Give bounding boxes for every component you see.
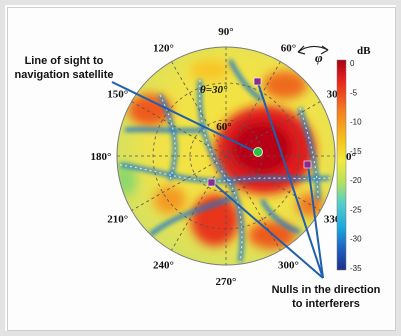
nulls-annotation: Nulls in the direction to interferers bbox=[272, 284, 381, 310]
phi-label: φ bbox=[315, 50, 323, 65]
interferer-marker-2 bbox=[303, 160, 312, 169]
angle-label: 240° bbox=[153, 259, 174, 271]
nulls-annotation-line-2: to interferers bbox=[292, 298, 360, 310]
pointer-lines bbox=[111, 81, 324, 279]
colorbar-tick-label: -15 bbox=[350, 147, 362, 156]
colorbar-scale bbox=[336, 59, 347, 271]
los-annotation-line-1: Line of sight to bbox=[25, 55, 104, 67]
colorbar-tick-label: -20 bbox=[350, 176, 362, 185]
los-pointer-line bbox=[111, 81, 257, 153]
null-pointer-line-1 bbox=[257, 82, 324, 279]
ring-label-60: 60° bbox=[216, 121, 231, 133]
null-curve-highlights bbox=[119, 79, 331, 263]
angle-label: 300° bbox=[278, 259, 299, 271]
los-annotation: Line of sight to navigation satellite bbox=[14, 55, 113, 81]
angle-label: 0° bbox=[346, 151, 356, 163]
colorbar: dB 0 -5 -10 -15 -20 -25 -30 -35 bbox=[336, 45, 371, 273]
colorbar-tick-label: -35 bbox=[350, 264, 362, 273]
colorbar-tick-label: -10 bbox=[350, 118, 362, 127]
nulls-annotation-line-1: Nulls in the direction bbox=[272, 284, 381, 296]
colorbar-tick-label: -30 bbox=[350, 235, 362, 244]
los-annotation-line-2: navigation satellite bbox=[14, 69, 113, 81]
colorbar-title: dB bbox=[357, 45, 371, 57]
angle-label: 60° bbox=[281, 43, 296, 55]
null-pointer-line-2 bbox=[307, 164, 324, 279]
angle-label: 120° bbox=[153, 43, 174, 55]
colorbar-tick-label: -5 bbox=[350, 88, 358, 97]
angle-label: 270° bbox=[216, 276, 237, 288]
colorbar-tick-label: 0 bbox=[350, 59, 355, 68]
angle-label: 210° bbox=[107, 214, 128, 226]
null-pointer-line-3 bbox=[211, 181, 324, 279]
colorbar-ticks: 0 -5 -10 -15 -20 -25 -30 -35 bbox=[350, 59, 362, 273]
colorbar-tick-label: -25 bbox=[350, 205, 362, 214]
phi-rotation-arrow: φ bbox=[297, 45, 329, 65]
interferer-marker-1 bbox=[253, 77, 262, 86]
satellite-marker bbox=[253, 147, 263, 157]
interferer-marker-3 bbox=[207, 178, 216, 187]
disc-outline bbox=[116, 46, 336, 266]
angle-label: 90° bbox=[218, 26, 233, 38]
angle-label: 180° bbox=[91, 151, 112, 163]
angle-label: 150° bbox=[107, 89, 128, 101]
pattern-disc bbox=[117, 47, 335, 265]
theta-label: θ=30° bbox=[200, 84, 228, 96]
figure-inner-border bbox=[7, 7, 396, 331]
